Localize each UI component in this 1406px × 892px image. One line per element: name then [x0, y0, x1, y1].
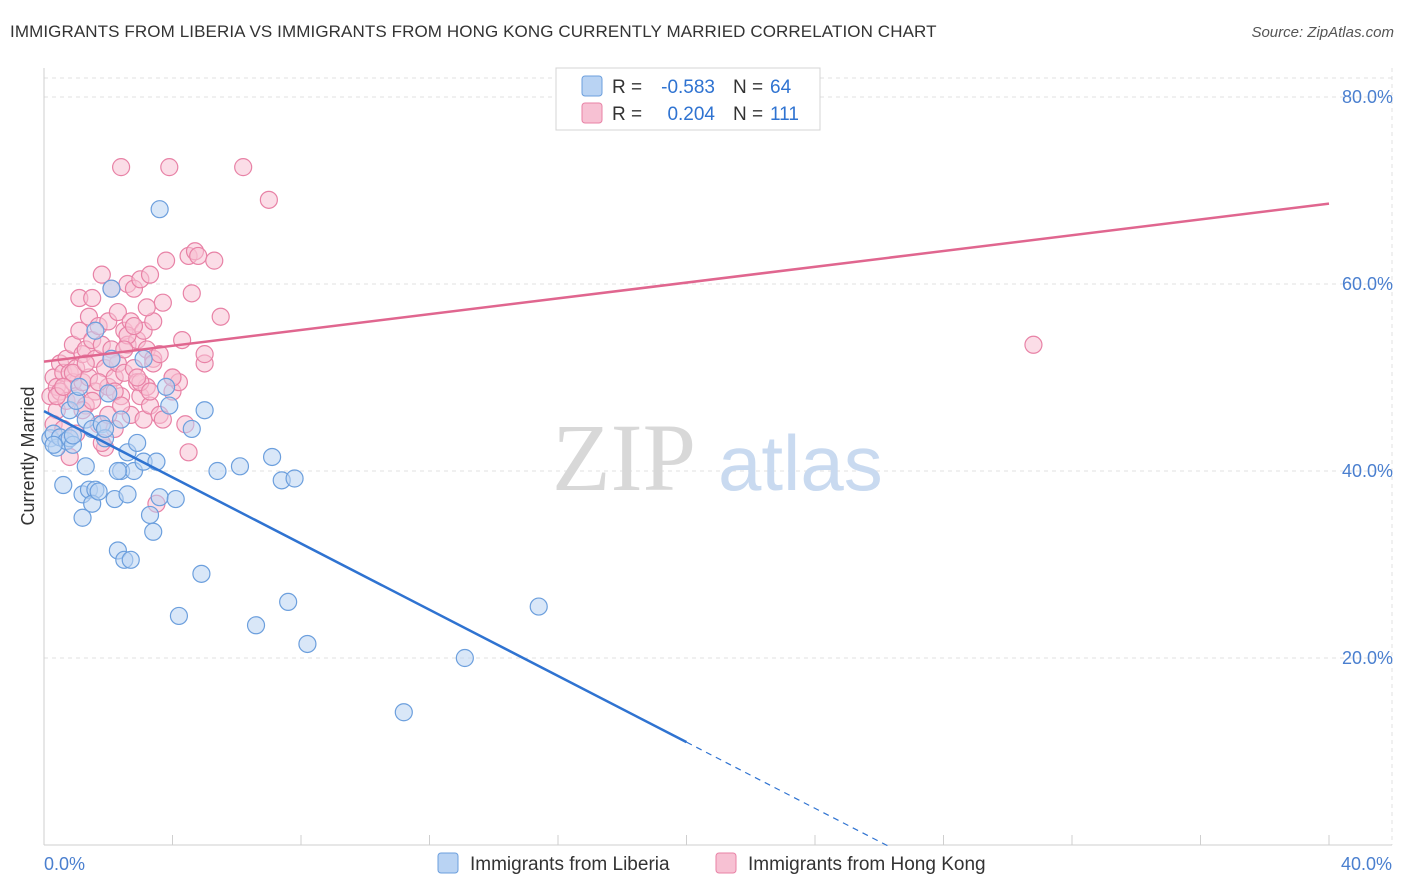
legend-n-label-hong-kong: N =	[733, 104, 763, 125]
legend-r-label-liberia: R =	[612, 77, 642, 98]
y-tick-labels: 20.0% 40.0% 60.0% 80.0%	[1342, 87, 1393, 668]
liberia-point	[140, 505, 160, 525]
grid-lines	[44, 68, 1393, 845]
liberia-point	[144, 522, 163, 541]
liberia-point	[118, 485, 137, 504]
liberia-point	[70, 377, 89, 396]
y-axis-label: Currently Married	[18, 386, 38, 525]
series-legend-label-liberia: Immigrants from Liberia	[470, 854, 670, 875]
hong-kong-point	[189, 246, 208, 266]
hong-kong-point	[128, 368, 147, 387]
liberia-points	[41, 200, 548, 722]
liberia-point	[166, 489, 185, 509]
liberia-point	[279, 592, 298, 612]
hong-kong-point	[211, 307, 230, 326]
hong-kong-point	[83, 288, 102, 308]
liberia-point	[195, 401, 214, 420]
liberia-point	[108, 461, 127, 481]
legend-r-value-hong-kong: 0.204	[667, 104, 715, 125]
hong-kong-point	[137, 298, 156, 317]
hong-kong-point	[179, 443, 198, 462]
liberia-point	[73, 508, 92, 527]
liberia-point	[134, 349, 153, 368]
liberia-point	[169, 606, 189, 626]
legend-n-label-liberia: N =	[733, 77, 763, 98]
liberia-point	[230, 457, 250, 476]
liberia-point	[86, 321, 105, 340]
hong-kong-point	[124, 316, 144, 336]
liberia-point	[44, 435, 63, 454]
liberia-trend-line	[43, 410, 688, 744]
hong-kong-point	[83, 391, 102, 410]
liberia-point	[89, 482, 108, 501]
liberia-point	[121, 550, 140, 569]
liberia-point	[208, 461, 227, 481]
liberia-point	[262, 447, 282, 467]
hong-kong-point	[234, 158, 253, 177]
hong-kong-point	[153, 293, 172, 312]
chart-title: IMMIGRANTS FROM LIBERIA VS IMMIGRANTS FR…	[10, 22, 937, 41]
correlation-legend: R = -0.583 N = 64 R = 0.204 N = 111	[555, 67, 821, 131]
liberia-point	[246, 616, 266, 635]
series-legend: Immigrants from Liberia Immigrants from …	[437, 852, 986, 875]
hong-kong-point	[140, 265, 160, 284]
source-credit: Source: ZipAtlas.com	[1251, 24, 1394, 41]
hong-kong-point	[195, 345, 214, 364]
hong-kong-point	[1024, 335, 1043, 354]
legend-r-label-hong-kong: R =	[612, 104, 642, 125]
hong-kong-trend-line	[43, 202, 1330, 363]
liberia-point	[160, 396, 179, 415]
hong-kong-point	[140, 382, 160, 401]
series-legend-label-hong-kong: Immigrants from Hong Kong	[748, 854, 986, 875]
liberia-point	[394, 703, 413, 722]
hong-kong-point	[205, 251, 224, 270]
hong-kong-point	[160, 158, 179, 177]
x-tick-label-max: 40.0%	[1341, 854, 1392, 874]
liberia-point	[147, 452, 166, 471]
liberia-point	[298, 634, 317, 654]
liberia-point	[150, 200, 169, 219]
legend-swatch-hong-kong	[581, 102, 603, 124]
liberia-point	[76, 457, 95, 476]
y-tick-label-20: 20.0%	[1342, 648, 1393, 668]
y-tick-label-80: 80.0%	[1342, 87, 1393, 107]
hong-kong-point	[92, 265, 111, 284]
watermark-zip: ZIP	[552, 404, 696, 511]
liberia-point	[156, 377, 176, 396]
legend-n-value-hong-kong: 111	[770, 104, 799, 125]
hong-kong-point	[182, 284, 201, 303]
liberia-point	[455, 648, 474, 668]
liberia-point	[111, 410, 131, 429]
x-tick-label-min: 0.0%	[44, 854, 85, 874]
liberia-point	[150, 488, 169, 507]
hong-kong-point	[108, 302, 127, 322]
hong-kong-point	[259, 190, 278, 209]
liberia-trend-line-extension	[686, 741, 890, 847]
liberia-point	[99, 384, 118, 403]
hong-kong-point	[156, 251, 176, 270]
watermark-atlas: atlas	[718, 419, 883, 507]
legend-n-value-liberia: 64	[770, 77, 792, 98]
watermark: ZIP atlas	[552, 404, 883, 511]
hong-kong-points	[41, 158, 1043, 513]
liberia-point	[529, 597, 548, 616]
series-legend-swatch-liberia	[437, 852, 459, 874]
y-tick-label-60: 60.0%	[1342, 274, 1393, 294]
liberia-point	[182, 419, 201, 439]
hong-kong-point	[76, 354, 95, 373]
legend-swatch-liberia	[581, 75, 603, 97]
y-tick-label-40: 40.0%	[1342, 461, 1393, 481]
liberia-point	[285, 469, 304, 488]
liberia-point	[54, 475, 73, 495]
series-legend-swatch-hong-kong	[715, 852, 737, 874]
liberia-point	[192, 564, 211, 583]
liberia-point	[95, 419, 115, 439]
x-ticks	[43, 835, 1330, 845]
legend-r-value-liberia: -0.583	[661, 77, 715, 98]
liberia-point	[102, 279, 121, 298]
liberia-point	[128, 433, 147, 453]
hong-kong-point	[111, 158, 131, 177]
